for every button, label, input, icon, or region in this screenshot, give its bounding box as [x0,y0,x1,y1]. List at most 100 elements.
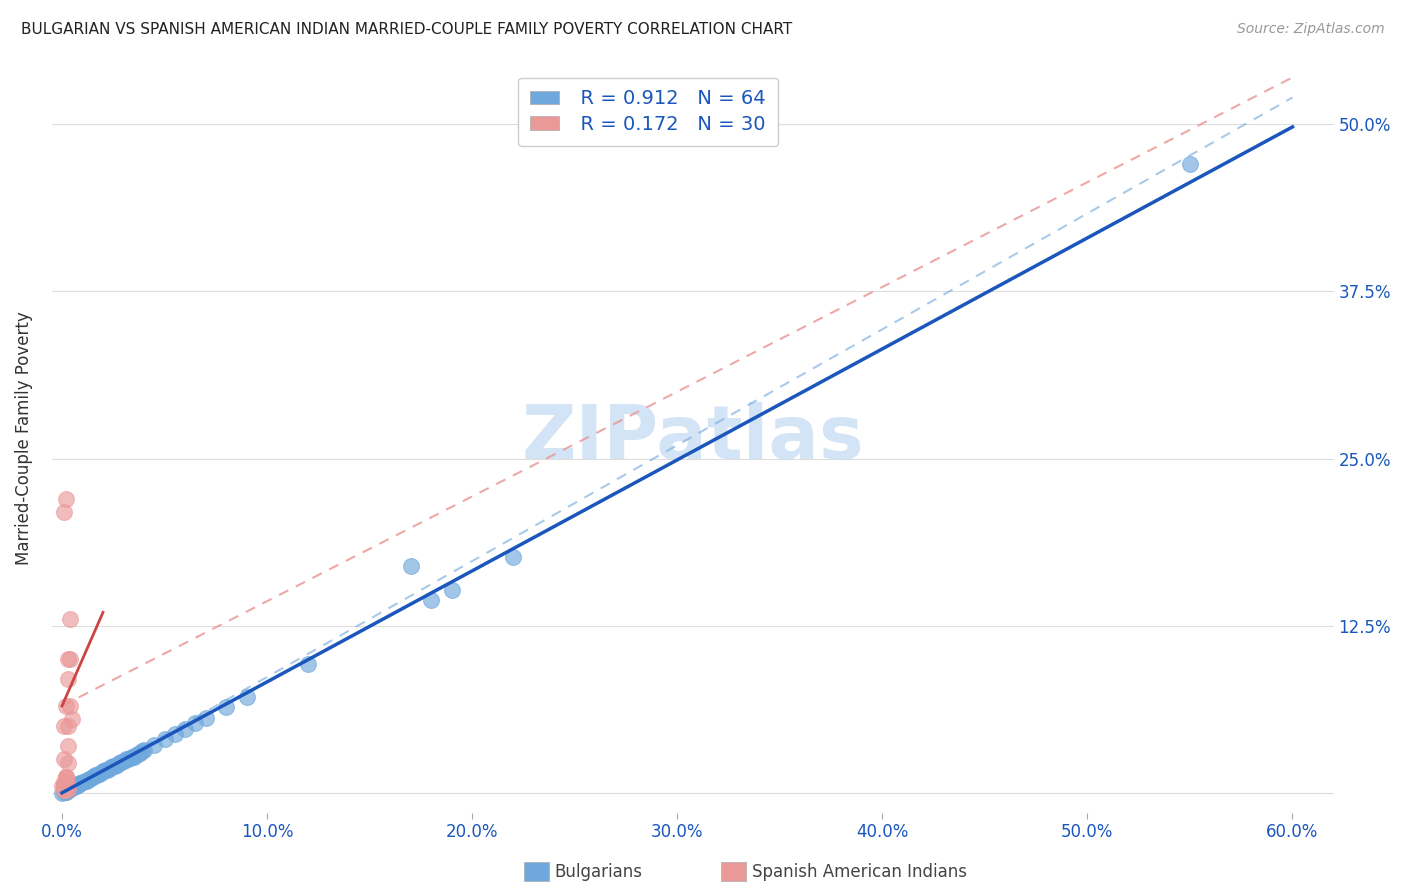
Point [98,762,121,776]
Point [55,778,77,792]
Point [55,783,77,797]
Point [127,747,149,761]
Point [143,738,166,752]
Point [65,778,87,792]
Point [82,770,104,784]
Point [59,781,82,796]
Point [56,756,79,771]
Point [65,779,87,793]
Point [80,771,103,785]
Point [53,783,76,797]
Point [60,780,83,795]
Point [153,732,176,747]
Point [125,748,148,763]
Point [87,767,110,781]
Point [104,759,127,773]
Point [67,778,90,792]
Point [235,690,257,704]
Point [56,778,79,792]
Point [59,781,82,796]
Point [73,773,96,788]
Point [63,779,86,793]
Point [53,783,76,797]
Text: Bulgarians: Bulgarians [555,863,643,881]
Point [399,558,422,573]
Point [53,784,76,798]
Point [297,657,319,672]
Point [122,749,145,764]
Point [184,716,207,731]
Point [117,752,139,766]
Point [53,505,76,519]
Point [163,727,186,741]
Point [55,770,77,784]
Point [100,760,122,774]
Point [440,582,463,597]
Point [56,739,79,753]
Point [90,765,112,780]
Point [76,773,98,788]
Point [420,593,443,607]
Point [53,783,76,797]
Point [56,783,79,797]
Point [174,722,197,736]
Point [69,776,91,790]
Text: Source: ZipAtlas.com: Source: ZipAtlas.com [1237,22,1385,37]
Point [55,770,77,784]
Point [83,768,105,782]
Point [86,768,108,782]
Point [69,776,91,790]
Point [55,778,77,792]
Point [53,752,76,766]
Point [194,711,217,725]
Point [215,700,238,714]
Point [63,780,86,795]
Y-axis label: Married-Couple Family Poverty: Married-Couple Family Poverty [15,311,32,566]
Point [118,751,141,765]
Text: Spanish American Indians: Spanish American Indians [752,863,967,881]
Text: BULGARIAN VS SPANISH AMERICAN INDIAN MARRIED-COUPLE FAMILY POVERTY CORRELATION C: BULGARIAN VS SPANISH AMERICAN INDIAN MAR… [21,22,793,37]
Point [131,744,153,758]
Point [59,698,82,713]
Point [53,778,76,792]
Point [59,612,82,626]
Point [72,775,94,789]
Point [67,778,90,792]
Point [53,719,76,733]
Point [51,786,73,800]
Point [96,763,118,777]
Point [108,756,131,771]
Point [55,491,77,506]
Point [121,749,143,764]
Point [59,652,82,666]
Point [91,764,114,779]
Point [55,784,77,798]
Point [112,754,135,768]
Point [56,781,79,796]
Point [129,746,152,760]
Point [60,780,83,795]
Point [60,712,83,726]
Point [94,763,117,777]
Point [55,784,77,798]
Point [1178,157,1201,171]
Point [55,779,77,793]
Point [56,783,79,797]
Point [502,550,524,565]
Point [110,755,132,769]
Point [56,672,79,686]
Point [55,698,77,713]
Point [105,757,128,772]
Legend:   R = 0.912   N = 64,   R = 0.172   N = 30: R = 0.912 N = 64, R = 0.172 N = 30 [517,78,778,145]
Point [114,752,136,766]
Point [55,770,77,784]
Point [132,743,155,757]
Point [53,775,76,789]
Point [103,759,125,773]
Point [53,778,76,792]
Text: ZIPatlas: ZIPatlas [522,402,863,475]
Point [77,772,100,787]
Point [51,779,73,793]
Point [55,778,77,792]
Point [56,652,79,666]
